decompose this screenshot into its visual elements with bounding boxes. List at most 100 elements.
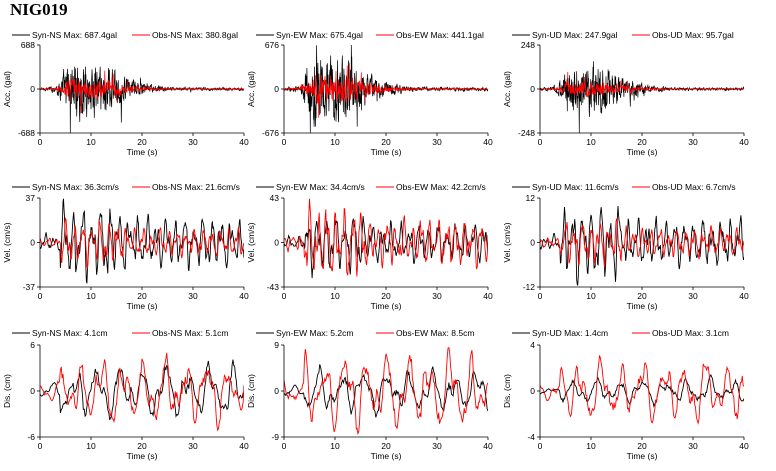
x-tick-label: 20 bbox=[137, 441, 147, 451]
y-tick-label: -9 bbox=[271, 432, 279, 442]
legend-label-syn: Syn-EW Max: 5.2cm bbox=[276, 328, 353, 338]
y-tick-label: -4 bbox=[527, 432, 535, 442]
series-syn-line bbox=[284, 364, 488, 418]
x-axis-label: Time (s) bbox=[627, 451, 658, 461]
x-axis-label: Time (s) bbox=[371, 147, 402, 157]
legend-label-syn: Syn-UD Max: 11.6cm/s bbox=[532, 182, 619, 192]
x-axis-label: Time (s) bbox=[371, 301, 402, 311]
x-axis-label: Time (s) bbox=[627, 147, 658, 157]
y-axis-label: Vel. (cm/s) bbox=[2, 222, 12, 262]
y-tick-label: 37 bbox=[26, 193, 36, 203]
legend-label-obs: Obs-UD Max: 6.7cm/s bbox=[652, 182, 736, 192]
x-tick-label: 40 bbox=[483, 441, 493, 451]
x-tick-label: 20 bbox=[381, 137, 391, 147]
x-tick-label: 40 bbox=[239, 137, 249, 147]
x-tick-label: 10 bbox=[330, 291, 340, 301]
series-syn-line bbox=[40, 66, 244, 133]
legend-label-syn: Syn-UD Max: 1.4cm bbox=[532, 328, 608, 338]
x-axis-label: Time (s) bbox=[127, 301, 158, 311]
x-axis-label: Time (s) bbox=[127, 451, 158, 461]
series-obs-line bbox=[540, 217, 744, 268]
y-axis-label: Dis. (cm) bbox=[246, 374, 256, 408]
x-tick-label: 20 bbox=[381, 291, 391, 301]
legend-label-obs: Obs-EW Max: 8.5cm bbox=[396, 328, 474, 338]
legend-label-obs: Obs-EW Max: 441.1gal bbox=[396, 30, 484, 40]
legend-label-obs: Obs-UD Max: 3.1cm bbox=[652, 328, 729, 338]
legend-label-syn: Syn-NS Max: 36.3cm/s bbox=[32, 182, 119, 192]
y-tick-label: 0 bbox=[274, 238, 279, 248]
y-tick-label: -37 bbox=[23, 282, 36, 292]
series-obs-line bbox=[540, 355, 744, 425]
y-tick-label: 0 bbox=[30, 84, 35, 94]
legend-label-obs: Obs-NS Max: 5.1cm bbox=[152, 328, 229, 338]
y-tick-label: 0 bbox=[530, 238, 535, 248]
x-tick-label: 30 bbox=[188, 137, 198, 147]
y-axis-label: Dis. (cm) bbox=[502, 374, 512, 408]
x-tick-label: 30 bbox=[432, 137, 442, 147]
y-tick-label: 43 bbox=[270, 193, 280, 203]
y-tick-label: -688 bbox=[18, 128, 35, 138]
x-tick-label: 30 bbox=[432, 441, 442, 451]
x-tick-label: 40 bbox=[483, 137, 493, 147]
panel-0-0: Syn-NS Max: 687.4gal Obs-NS Max: 380.8gal… bbox=[2, 30, 249, 157]
x-tick-label: 20 bbox=[381, 441, 391, 451]
series-obs-line bbox=[284, 346, 488, 436]
series-syn-line bbox=[540, 373, 744, 408]
x-axis-label: Time (s) bbox=[627, 301, 658, 311]
x-tick-label: 30 bbox=[688, 291, 698, 301]
legend-label-obs: Obs-UD Max: 95.7gal bbox=[652, 30, 734, 40]
x-tick-label: 30 bbox=[688, 441, 698, 451]
x-tick-label: 10 bbox=[86, 441, 96, 451]
y-tick-label: -676 bbox=[262, 128, 279, 138]
panel-1-1: Syn-EW Max: 34.4cm/s Obs-EW Max: 42.2cm/s… bbox=[246, 182, 493, 311]
y-tick-label: 0 bbox=[30, 386, 35, 396]
y-tick-label: 9 bbox=[274, 340, 279, 350]
x-tick-label: 40 bbox=[739, 291, 749, 301]
panel-1-2: Syn-UD Max: 11.6cm/s Obs-UD Max: 6.7cm/s 1… bbox=[502, 182, 749, 311]
x-tick-label: 0 bbox=[38, 291, 43, 301]
x-tick-label: 0 bbox=[538, 291, 543, 301]
y-tick-label: 0 bbox=[530, 84, 535, 94]
x-tick-label: 30 bbox=[432, 291, 442, 301]
x-tick-label: 10 bbox=[586, 441, 596, 451]
x-tick-label: 20 bbox=[637, 291, 647, 301]
series-obs-line bbox=[284, 64, 488, 118]
series-obs-line bbox=[40, 70, 244, 114]
x-tick-label: 40 bbox=[739, 137, 749, 147]
x-tick-label: 10 bbox=[86, 291, 96, 301]
x-tick-label: 20 bbox=[637, 137, 647, 147]
y-tick-label: 248 bbox=[521, 40, 535, 50]
y-tick-label: 676 bbox=[265, 40, 279, 50]
y-axis-label: Vel. (cm/s) bbox=[246, 222, 256, 262]
y-tick-label: 0 bbox=[274, 84, 279, 94]
y-tick-label: 0 bbox=[30, 238, 35, 248]
y-axis-label: Vel. (cm/s) bbox=[502, 222, 512, 262]
y-tick-label: -12 bbox=[523, 282, 536, 292]
x-tick-label: 20 bbox=[137, 137, 147, 147]
legend-label-syn: Syn-EW Max: 34.4cm/s bbox=[276, 182, 365, 192]
legend-label-syn: Syn-UD Max: 247.9gal bbox=[532, 30, 618, 40]
y-tick-label: -248 bbox=[518, 128, 535, 138]
series-obs-line bbox=[40, 352, 244, 432]
series-obs-line bbox=[40, 217, 244, 269]
x-tick-label: 10 bbox=[586, 291, 596, 301]
x-tick-label: 40 bbox=[239, 441, 249, 451]
x-tick-label: 0 bbox=[538, 441, 543, 451]
x-axis-label: Time (s) bbox=[371, 451, 402, 461]
y-tick-label: 12 bbox=[526, 193, 536, 203]
y-tick-label: 6 bbox=[30, 340, 35, 350]
x-tick-label: 0 bbox=[538, 137, 543, 147]
legend-label-syn: Syn-EW Max: 675.4gal bbox=[276, 30, 363, 40]
y-tick-label: 4 bbox=[530, 340, 535, 350]
y-tick-label: 688 bbox=[21, 40, 35, 50]
x-tick-label: 0 bbox=[282, 291, 287, 301]
x-tick-label: 10 bbox=[330, 441, 340, 451]
legend-label-obs: Obs-EW Max: 42.2cm/s bbox=[396, 182, 486, 192]
x-tick-label: 0 bbox=[282, 137, 287, 147]
series-syn-line bbox=[40, 198, 244, 284]
series-syn-line bbox=[284, 45, 488, 133]
figure-title: NIG019 bbox=[10, 0, 68, 19]
y-tick-label: -6 bbox=[27, 432, 35, 442]
